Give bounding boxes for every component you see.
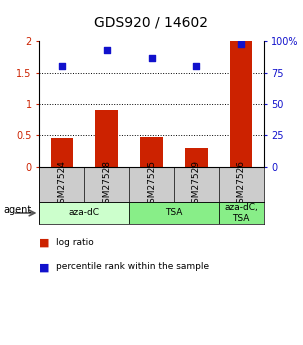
Bar (140, 137, 163, 167)
Text: log ratio: log ratio (56, 238, 94, 247)
Bar (51, 138, 73, 167)
Bar (219, 202, 264, 224)
Point (104, 47, 109, 53)
Point (59, 64, 64, 69)
Text: percentile rank within the sample: percentile rank within the sample (56, 262, 209, 271)
Text: GSM27529: GSM27529 (192, 160, 201, 209)
Bar (95, 110, 118, 167)
Text: GSM27524: GSM27524 (57, 160, 66, 209)
Point (239, 41, 244, 47)
Text: GSM27525: GSM27525 (147, 160, 156, 209)
Text: GDS920 / 14602: GDS920 / 14602 (95, 16, 208, 29)
Point (149, 55, 154, 60)
Bar (185, 148, 208, 167)
Text: GSM27528: GSM27528 (102, 160, 111, 209)
Bar (230, 41, 252, 167)
Bar (39, 202, 129, 224)
Text: ■: ■ (39, 262, 50, 272)
Text: aza-dC: aza-dC (69, 208, 100, 217)
Text: agent: agent (3, 205, 31, 215)
Text: aza-dC,
TSA: aza-dC, TSA (224, 203, 258, 223)
Bar (129, 202, 219, 224)
Point (194, 64, 199, 69)
Text: TSA: TSA (165, 208, 183, 217)
Text: GSM27526: GSM27526 (237, 160, 246, 209)
Text: ■: ■ (39, 238, 50, 248)
